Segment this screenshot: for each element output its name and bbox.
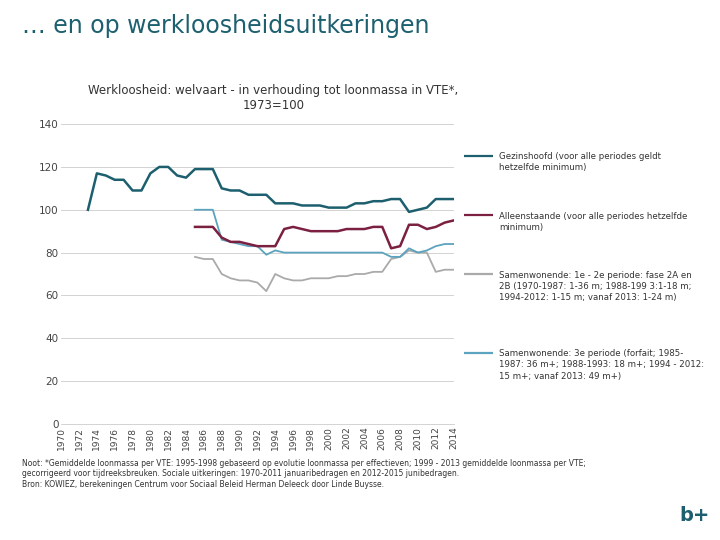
Text: Gezinshoofd (voor alle periodes geldt
hetzelfde minimum): Gezinshoofd (voor alle periodes geldt he… xyxy=(499,152,661,172)
Text: Samenwonende: 1e - 2e periode: fase 2A en
2B (1970-1987: 1-36 m; 1988-199 3:1-18: Samenwonende: 1e - 2e periode: fase 2A e… xyxy=(499,271,692,302)
Text: b+: b+ xyxy=(680,506,710,525)
Text: Noot: *Gemiddelde loonmassa per VTE: 1995-1998 gebaseerd op evolutie loonmassa p: Noot: *Gemiddelde loonmassa per VTE: 199… xyxy=(22,459,585,489)
Text: … en op werkloosheidsuitkeringen: … en op werkloosheidsuitkeringen xyxy=(22,14,429,37)
Text: Alleenstaande (voor alle periodes hetzelfde
minimum): Alleenstaande (voor alle periodes hetzel… xyxy=(499,212,688,232)
Text: 17: 17 xyxy=(16,509,33,522)
Text: Samenwonende: 3e periode (forfait; 1985-
1987: 36 m+; 1988-1993: 18 m+; 1994 - 2: Samenwonende: 3e periode (forfait; 1985-… xyxy=(499,349,704,381)
Text: Werkloosheid: welvaart - in verhouding tot loonmassa in VTE*,
1973=100: Werkloosheid: welvaart - in verhouding t… xyxy=(89,84,459,112)
